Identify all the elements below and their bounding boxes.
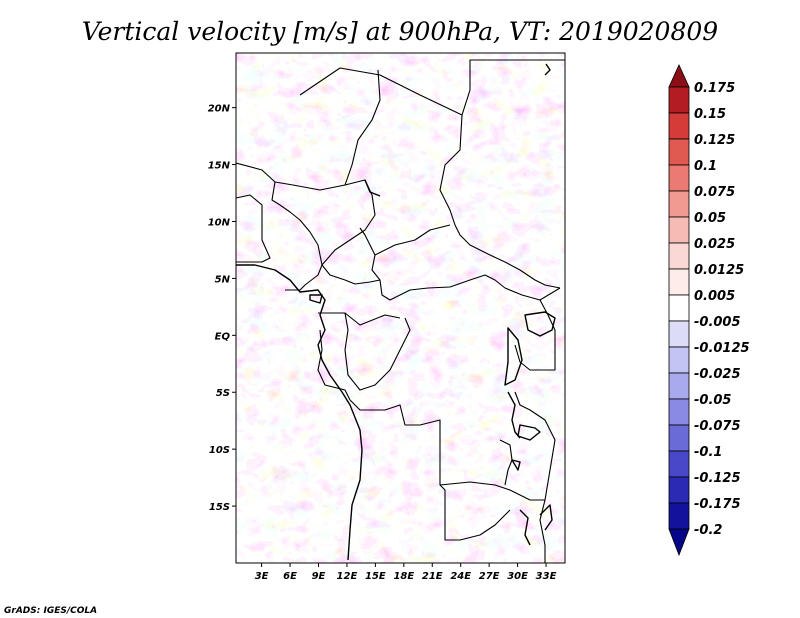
colorbar-swatch [668, 528, 690, 557]
velocity-field [236, 53, 565, 563]
colorbar-label: 0.125 [694, 133, 735, 148]
colorbar-swatch [668, 164, 690, 192]
y-tick-label: EQ [215, 331, 231, 342]
colorbar-label: -0.1 [694, 445, 722, 460]
x-tick-label: 9E [312, 571, 326, 582]
y-tick-label: 15N [208, 161, 231, 172]
colorbar: 0.175 0.15 0.125 0.1 0.075 0.05 0.025 0.0125 0.0… [668, 64, 750, 557]
coastlines-lakes [236, 63, 556, 561]
colorbar-swatch [668, 372, 690, 400]
x-tick-label: 27E [479, 571, 500, 582]
colorbar-label: -0.025 [694, 367, 741, 382]
colorbar-swatch [668, 346, 690, 374]
colorbar-label: -0.125 [694, 471, 741, 486]
colorbar-label: -0.05 [694, 393, 731, 408]
colorbar-label: -0.175 [694, 497, 741, 512]
y-tick-label: 5S [216, 388, 230, 399]
grads-credit: GrADS: IGES/COLA [4, 606, 97, 616]
y-axis: 20N 15N 10N 5N EQ 5S 10S 15S [208, 104, 236, 513]
colorbar-swatch [668, 424, 690, 452]
colorbar-swatch [668, 242, 690, 270]
colorbar-swatch [668, 86, 690, 114]
colorbar-swatch [668, 398, 690, 426]
colorbar-label: -0.075 [694, 419, 741, 434]
country-borders [236, 59, 565, 563]
x-tick-label: 6E [283, 571, 297, 582]
colorbar-swatch [668, 450, 690, 478]
x-tick-label: 18E [393, 571, 414, 582]
x-tick-label: 15E [365, 571, 386, 582]
colorbar-label: -0.0125 [694, 341, 750, 356]
y-tick-label: 5N [215, 274, 231, 285]
colorbar-swatch [668, 138, 690, 166]
colorbar-label: 0.1 [694, 159, 717, 174]
x-tick-label: 33E [536, 571, 557, 582]
colorbar-label: 0.075 [694, 185, 735, 200]
colorbar-swatch [668, 476, 690, 504]
y-tick-label: 10S [209, 445, 230, 456]
x-tick-label: 24E [450, 571, 471, 582]
x-tick-label: 21E [422, 571, 443, 582]
colorbar-label: 0.15 [694, 107, 726, 122]
colorbar-label: 0.005 [694, 289, 735, 304]
colorbar-swatch [668, 268, 690, 296]
colorbar-label: -0.005 [694, 315, 741, 330]
plot-frame [235, 52, 566, 564]
colorbar-label: 0.025 [694, 237, 735, 252]
colorbar-label: 0.175 [694, 81, 735, 96]
y-tick-label: 15S [209, 502, 230, 513]
colorbar-label: 0.0125 [694, 263, 744, 278]
colorbar-swatch [668, 64, 690, 88]
colorbar-swatch [668, 502, 690, 530]
colorbar-swatch [668, 216, 690, 244]
x-tick-label: 12E [337, 571, 358, 582]
colorbar-swatch [668, 112, 690, 140]
chart-title: Vertical velocity [m/s] at 900hPa, VT: 2… [82, 17, 718, 46]
colorbar-label: 0.05 [694, 211, 726, 226]
plot-area [235, 52, 566, 564]
y-tick-label: 10N [208, 217, 231, 228]
colorbar-swatch [668, 190, 690, 218]
y-tick-label: 20N [208, 104, 231, 115]
x-tick-label: 3E [255, 571, 269, 582]
x-axis: 3E 6E 9E 12E 15E 18E 21E 24E 27E 30E 33E [255, 563, 557, 582]
x-tick-label: 30E [507, 571, 528, 582]
colorbar-label: -0.2 [694, 523, 722, 538]
colorbar-swatch [668, 294, 690, 322]
colorbar-swatch [668, 320, 690, 348]
